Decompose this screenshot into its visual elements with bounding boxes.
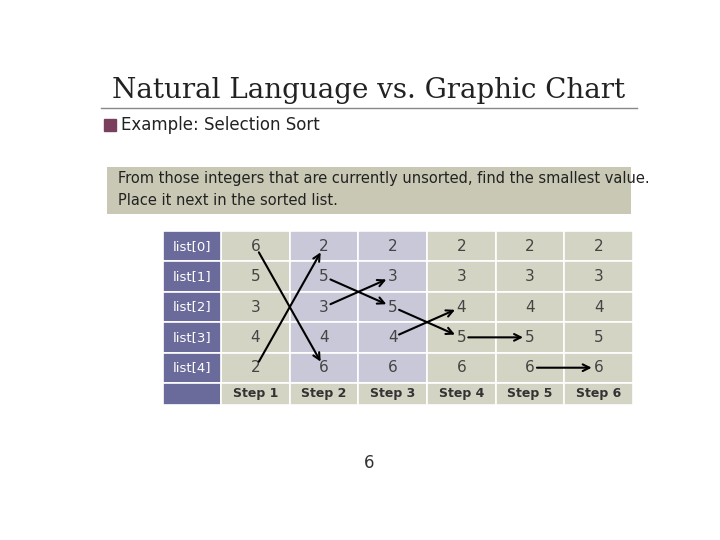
Bar	[163, 231, 221, 261]
Bar	[564, 231, 633, 261]
Bar	[495, 292, 564, 322]
Text: 4: 4	[251, 330, 260, 345]
Text: 2: 2	[456, 239, 466, 254]
Bar	[221, 261, 289, 292]
Bar	[107, 167, 631, 214]
Bar	[427, 292, 495, 322]
Bar	[564, 322, 633, 353]
Bar	[564, 292, 633, 322]
Text: 5: 5	[525, 330, 535, 345]
Bar	[359, 353, 427, 383]
Bar	[495, 231, 564, 261]
Text: 6: 6	[456, 360, 467, 375]
Bar	[221, 231, 289, 261]
Bar	[104, 119, 116, 131]
Text: 3: 3	[319, 300, 329, 314]
Text: 3: 3	[251, 300, 261, 314]
Bar	[427, 353, 495, 383]
Bar	[289, 231, 359, 261]
Text: Step 1: Step 1	[233, 387, 278, 400]
Bar	[221, 383, 289, 405]
Bar	[495, 261, 564, 292]
Bar	[564, 353, 633, 383]
Bar	[359, 231, 427, 261]
Bar	[163, 353, 221, 383]
Text: Natural Language vs. Graphic Chart: Natural Language vs. Graphic Chart	[112, 77, 626, 104]
Text: 4: 4	[319, 330, 329, 345]
Bar	[163, 322, 221, 353]
Text: 5: 5	[456, 330, 466, 345]
Bar	[289, 322, 359, 353]
Bar	[427, 322, 495, 353]
Bar	[564, 261, 633, 292]
Text: 6: 6	[388, 360, 397, 375]
Bar	[163, 261, 221, 292]
Text: 4: 4	[525, 300, 535, 314]
Text: 2: 2	[388, 239, 397, 254]
Text: 2: 2	[594, 239, 603, 254]
Text: 2: 2	[525, 239, 535, 254]
Text: list[3]: list[3]	[173, 331, 211, 344]
Text: 6: 6	[319, 360, 329, 375]
Text: 3: 3	[525, 269, 535, 284]
Bar	[289, 353, 359, 383]
Bar	[221, 353, 289, 383]
Text: list[1]: list[1]	[173, 270, 211, 283]
Text: 6: 6	[525, 360, 535, 375]
Text: Step 4: Step 4	[438, 387, 484, 400]
Text: list[4]: list[4]	[173, 361, 211, 374]
Text: 3: 3	[594, 269, 603, 284]
Text: Step 2: Step 2	[302, 387, 347, 400]
Bar	[289, 383, 359, 405]
Text: 2: 2	[251, 360, 260, 375]
Text: list[2]: list[2]	[173, 300, 211, 314]
Bar	[163, 383, 221, 405]
Text: list[0]: list[0]	[173, 240, 211, 253]
Text: 4: 4	[594, 300, 603, 314]
Text: From those integers that are currently unsorted, find the smallest value.
Place : From those integers that are currently u…	[118, 171, 649, 208]
Bar	[221, 292, 289, 322]
Text: 2: 2	[319, 239, 329, 254]
Text: 3: 3	[388, 269, 397, 284]
Text: 5: 5	[594, 330, 603, 345]
Text: 5: 5	[388, 300, 397, 314]
Bar	[359, 261, 427, 292]
Bar	[163, 292, 221, 322]
Bar	[564, 383, 633, 405]
Text: 3: 3	[456, 269, 467, 284]
Text: Example: Selection Sort: Example: Selection Sort	[121, 116, 320, 134]
Bar	[221, 322, 289, 353]
Bar	[289, 292, 359, 322]
Bar	[495, 383, 564, 405]
Text: 5: 5	[319, 269, 329, 284]
Bar	[359, 322, 427, 353]
Bar	[289, 261, 359, 292]
Text: Step 5: Step 5	[508, 387, 553, 400]
Text: Step 6: Step 6	[576, 387, 621, 400]
Text: 4: 4	[388, 330, 397, 345]
Text: 4: 4	[456, 300, 466, 314]
Text: 6: 6	[594, 360, 603, 375]
Bar	[427, 261, 495, 292]
Text: 6: 6	[364, 454, 374, 472]
Text: Step 3: Step 3	[370, 387, 415, 400]
Text: 6: 6	[251, 239, 261, 254]
Bar	[359, 383, 427, 405]
Text: 5: 5	[251, 269, 260, 284]
Bar	[427, 231, 495, 261]
Bar	[359, 292, 427, 322]
Bar	[427, 383, 495, 405]
Bar	[495, 322, 564, 353]
Bar	[495, 353, 564, 383]
